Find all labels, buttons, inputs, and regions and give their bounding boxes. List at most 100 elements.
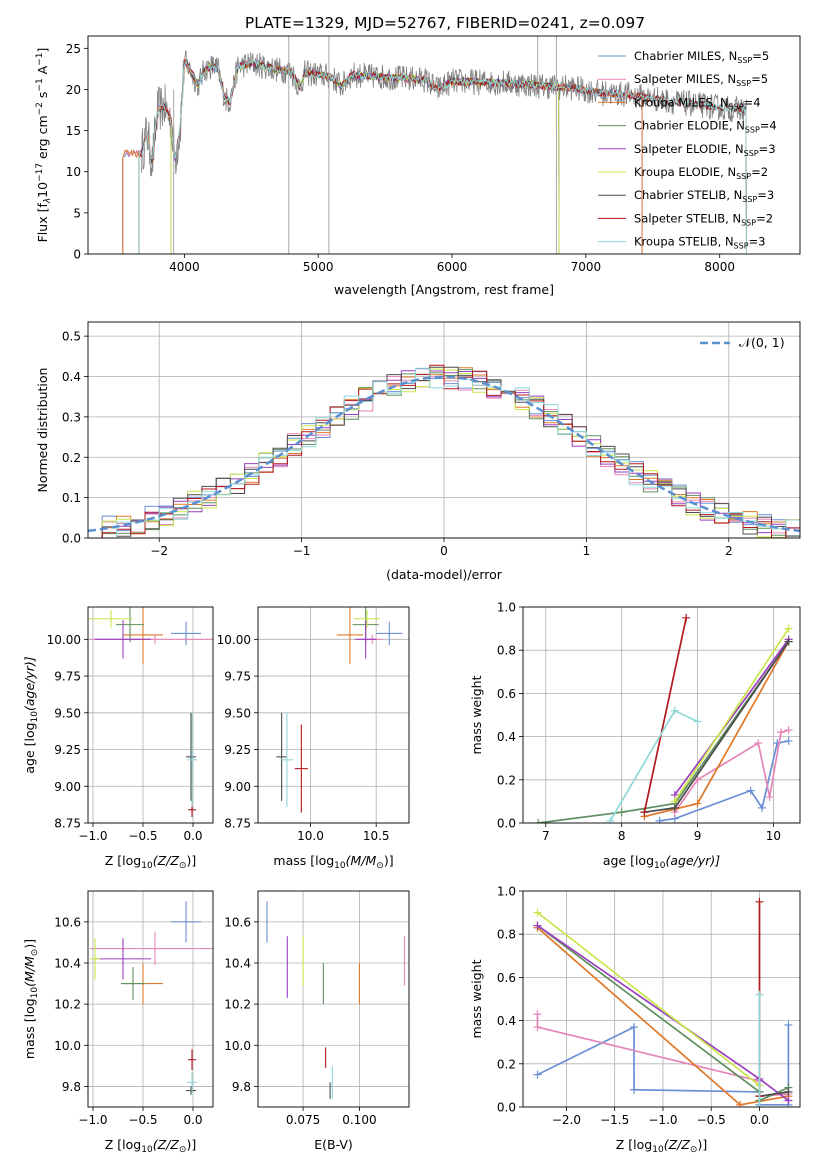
errorbar-point — [188, 1049, 196, 1070]
y-tick-label: 0.6 — [497, 687, 516, 701]
plot-area-spectrum — [118, 36, 747, 254]
legend-eq: = — [751, 72, 761, 86]
y-tick-label: 9.50 — [224, 706, 251, 720]
weight-marker — [693, 717, 702, 726]
y-tick-label: 0.2 — [497, 1057, 516, 1071]
x-axis-label: wavelength [Angstrom, rest frame] — [334, 282, 554, 297]
legend-eq: = — [756, 211, 766, 225]
panel-weight-vs-z: −2.0 −1.5 −1.0 −0.5 0.0 0.0 0.2 0.4 0.6 0.8 1.0 Z [… — [469, 885, 801, 1155]
legend-entry: Chabrier STELIB, NSSP=3 — [634, 188, 774, 204]
legend-sep: , — [720, 165, 727, 179]
label-sup: −1 — [35, 78, 45, 91]
legend-nssp-value: 4 — [753, 95, 760, 109]
y-tick-label: 9.25 — [224, 743, 251, 757]
weight-marker — [784, 1087, 793, 1096]
legend-entry: Kroupa ELODIE, NSSP=2 — [634, 165, 768, 181]
plot-area-mass-vs-ebv — [266, 901, 406, 1099]
panel-residuals: −2 −1 0 1 2 0.0 0.1 0.2 0.3 0.4 0.5 𝒩(0, 1) (data-mo… — [35, 321, 801, 582]
label-sub: ⊙ — [376, 861, 384, 871]
weight-line — [536, 911, 761, 1087]
model-line-kroupa-stelib — [134, 58, 747, 254]
label-part: mass [log — [22, 998, 37, 1059]
legend-entry: Salpeter ELODIE, NSSP=3 — [634, 142, 776, 158]
label-sub: 10 — [141, 1145, 153, 1155]
errorbar-point — [90, 938, 100, 980]
errorbar-point — [294, 724, 308, 813]
grid-mass-vs-ebv — [258, 891, 409, 1107]
legend-nssp: N — [736, 119, 745, 133]
x-tick-label: −1 — [293, 544, 311, 558]
ticks-weight-vs-z: −2.0 −1.5 −1.0 −0.5 0.0 0.0 0.2 0.4 0.6 0.8 1.0 — [497, 885, 769, 1128]
ticks-residuals: −2 −1 0 1 2 0.0 0.1 0.2 0.3 0.4 0.5 — [62, 330, 733, 558]
y-tick-label: 15 — [66, 124, 81, 138]
errorbar-point — [187, 1072, 197, 1093]
grid-age-vs-mass — [258, 607, 409, 824]
legend-nssp-value: 5 — [761, 72, 768, 86]
y-tick-label: 0.2 — [62, 451, 81, 465]
weight-marker — [784, 1096, 793, 1105]
x-tick-label: 0 — [440, 544, 448, 558]
y-tick-label: 5 — [73, 206, 81, 220]
legend-eq: = — [749, 235, 759, 249]
label-part: Z [log — [105, 853, 141, 868]
legend-nssp-value: 3 — [768, 142, 775, 156]
legend-series-name: Chabrier ELODIE — [634, 119, 729, 133]
x-tick-label: 10 — [766, 829, 781, 843]
y-tick-label: 8.75 — [224, 817, 251, 831]
weight-marker — [606, 816, 615, 823]
x-tick-label: 0.075 — [286, 1113, 320, 1127]
errorbar-point — [187, 712, 197, 807]
label-part: (age/yr)] — [22, 656, 37, 711]
axes-frame — [257, 890, 410, 1108]
y-tick-label: 0.0 — [497, 1101, 516, 1115]
label-part: (Z/Z — [664, 1137, 691, 1152]
panel-age-vs-mass: 10.0 10.5 8.75 9.00 9.25 9.50 9.75 10.00 mass [l… — [217, 606, 410, 871]
x-tick-label: −0.5 — [128, 829, 157, 843]
legend-series-name: Kroupa ELODIE — [634, 165, 720, 179]
legend-sep: , — [729, 119, 736, 133]
y-tick-label: 9.25 — [54, 743, 81, 757]
label-sub: ⊙ — [179, 861, 187, 871]
observed-spectrum-line — [141, 50, 747, 177]
errorbar-point — [171, 901, 201, 943]
errorbar-point — [355, 620, 377, 659]
legend-nssp-sub: SSP — [729, 102, 744, 111]
legend-sep: , — [718, 235, 725, 249]
errorbar-point — [90, 932, 213, 966]
legend-nssp-sub: SSP — [736, 172, 751, 181]
y-axis-label: Flux [fλ10−17 erg cm−2 s−1 A−1] — [35, 48, 53, 243]
y-tick-label: 0.0 — [497, 817, 516, 831]
weight-line — [759, 1091, 789, 1098]
legend-sep: , — [721, 49, 728, 63]
ticks-spectrum: 4000 5000 6000 7000 8000 0 5 10 15 20 25 — [66, 42, 735, 274]
weight-marker — [533, 908, 542, 917]
errorbar-point — [336, 607, 364, 665]
legend-sep: , — [728, 142, 735, 156]
x-axis-label: (data-model)/error — [386, 567, 503, 582]
legend-entry: Chabrier ELODIE, NSSP=4 — [634, 119, 777, 135]
y-tick-label: 0.0 — [62, 532, 81, 546]
x-tick-label: −1.5 — [600, 1113, 629, 1127]
x-tick-label: 4000 — [169, 260, 200, 274]
plot-area-weight-vs-age — [534, 613, 793, 823]
label-part: age [log — [603, 853, 654, 868]
legend-nssp: N — [735, 142, 744, 156]
weight-marker — [533, 1070, 542, 1079]
y-tick-label: 9.75 — [224, 670, 251, 684]
weight-marker — [755, 990, 764, 999]
weight-marker — [670, 803, 679, 812]
x-axis-label: age [log10(age/yr)] — [603, 853, 720, 871]
label-part: mass [log — [273, 853, 334, 868]
x-axis-label: Z [log10(Z/Z⊙)] — [616, 1137, 707, 1155]
label-part: )] — [697, 1137, 707, 1152]
label-part: A — [35, 65, 50, 78]
label-sub: ⊙ — [30, 949, 40, 957]
y-tick-label: 0.8 — [497, 644, 516, 658]
x-tick-label: 0.100 — [342, 1113, 376, 1127]
y-tick-label: 0.8 — [497, 928, 516, 942]
y-tick-label: 0.4 — [62, 370, 81, 384]
x-tick-label: 10.5 — [363, 829, 390, 843]
